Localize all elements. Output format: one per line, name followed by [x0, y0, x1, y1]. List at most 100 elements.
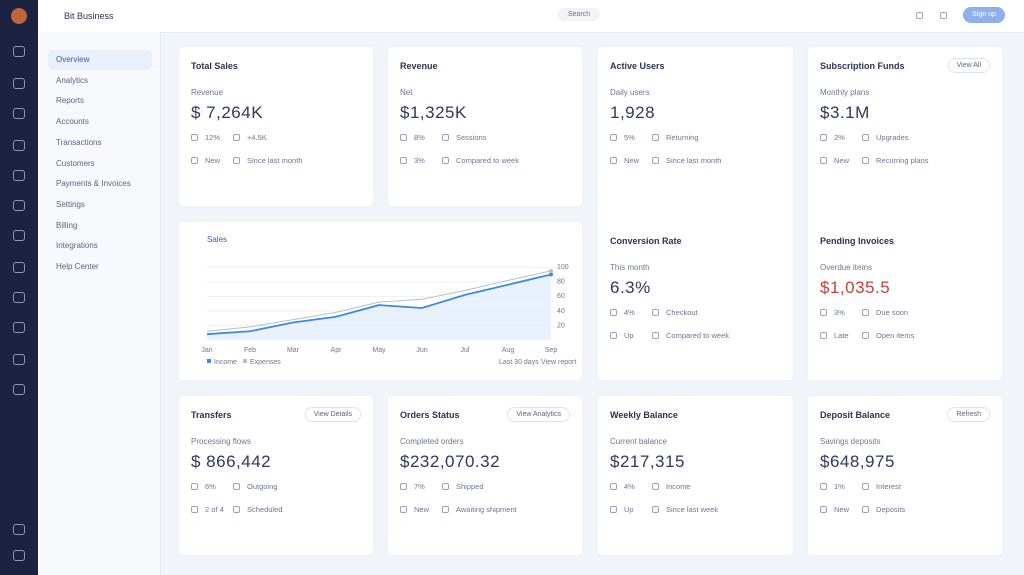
row-text: Compared to week — [456, 156, 519, 165]
x-tick-label: Aug — [502, 347, 515, 354]
nav-item[interactable]: Analytics — [56, 75, 89, 85]
nav-icon[interactable] — [13, 170, 25, 181]
card-subtitle: Current balance — [610, 437, 667, 446]
nav-icon[interactable] — [13, 524, 25, 535]
row-icon — [820, 483, 827, 490]
y-tick-label: 20 — [557, 322, 565, 329]
card-button[interactable]: View All — [947, 58, 990, 73]
nav-item[interactable]: Transactions — [56, 137, 102, 147]
row-icon — [400, 157, 407, 164]
row-icon — [610, 157, 617, 164]
nav-icon[interactable] — [13, 550, 25, 561]
row-label: Up — [624, 331, 634, 340]
row-icon — [442, 157, 449, 164]
row-text: Since last week — [666, 505, 719, 514]
row-icon — [820, 134, 827, 141]
button[interactable]: Sign up — [963, 7, 1005, 23]
y-tick-label: 40 — [557, 308, 565, 315]
top-bar: Bit Business Search Sign up — [38, 0, 1024, 33]
nav-icon[interactable] — [13, 354, 25, 365]
card-value: $648,975 — [820, 452, 895, 471]
nav-item[interactable]: Accounts — [56, 117, 89, 127]
y-tick-label: 100 — [557, 264, 569, 271]
x-tick-label: Jan — [201, 347, 212, 354]
x-tick-label: Jul — [461, 347, 470, 354]
row-icon — [442, 134, 449, 141]
row-icon — [862, 309, 869, 316]
row-label: 12% — [205, 133, 221, 142]
card-value: $217,315 — [610, 452, 685, 471]
row-text: Awaiting shipment — [456, 505, 517, 514]
row-icon — [400, 483, 407, 490]
nav-icon[interactable] — [13, 230, 25, 241]
row-icon — [191, 506, 198, 513]
row-icon — [862, 506, 869, 513]
row-label: 2 of 4 — [205, 505, 224, 514]
row-text: Checkout — [666, 308, 698, 317]
icon[interactable] — [940, 12, 947, 19]
row-text: Scheduled — [247, 505, 283, 514]
card — [808, 47, 1002, 380]
legend-swatch — [207, 359, 211, 363]
row-icon — [820, 157, 827, 164]
icon[interactable] — [916, 12, 923, 19]
nav-item[interactable]: Overview — [48, 50, 152, 70]
row-icon — [862, 332, 869, 339]
footer-link: Last 30 days — [499, 359, 539, 366]
row-label: 3% — [414, 156, 425, 165]
card-title: Pending Invoices — [820, 236, 895, 246]
row-icon — [652, 157, 659, 164]
row-icon — [652, 506, 659, 513]
app-title: Bit Business — [64, 11, 114, 21]
card-title: Total Sales — [191, 61, 238, 71]
nav-icon[interactable] — [13, 292, 25, 303]
nav-icon[interactable] — [13, 140, 25, 151]
card-button[interactable]: View Details — [304, 407, 361, 422]
nav-item[interactable]: Customers — [56, 158, 95, 168]
y-tick-label: 60 — [557, 293, 565, 300]
card-value: 1,928 — [610, 103, 656, 122]
nav-icon[interactable] — [13, 322, 25, 333]
card-title: Subscription Funds — [820, 61, 905, 71]
line — [206, 270, 552, 332]
y-tick-label: 80 — [557, 279, 565, 286]
nav-item[interactable]: Payments & Invoices — [56, 179, 131, 189]
card-button[interactable]: View Analytics — [507, 407, 570, 422]
row-label: 1% — [834, 482, 845, 491]
area — [207, 274, 551, 340]
nav-item[interactable]: Reports — [56, 96, 85, 106]
nav-icon[interactable] — [13, 46, 25, 57]
nav-icon[interactable] — [13, 384, 25, 395]
card — [808, 396, 1002, 555]
card-title: Orders Status — [400, 410, 460, 420]
search[interactable]: Search — [558, 8, 601, 21]
row-label: New — [834, 505, 850, 514]
row-label: Late — [834, 331, 849, 340]
card-value: $1,035.5 — [820, 278, 891, 297]
row-icon — [862, 134, 869, 141]
nav-item[interactable]: Billing — [56, 220, 78, 230]
row-icon — [652, 134, 659, 141]
nav-item[interactable]: Settings — [56, 199, 85, 209]
row-label: 7% — [414, 482, 425, 491]
row-icon — [652, 309, 659, 316]
nav-item[interactable]: Integrations — [56, 241, 98, 251]
row-icon — [191, 134, 198, 141]
nav-icon[interactable] — [13, 78, 25, 89]
chart-card: Sales 20 40 60 80 100 Jan Feb Mar Apr May Jun Jul Aug… — [179, 222, 582, 380]
row-icon — [400, 134, 407, 141]
card-button[interactable]: Refresh — [947, 407, 990, 422]
row-icon — [820, 309, 827, 316]
nav-icon[interactable] — [13, 200, 25, 211]
nav-item[interactable]: Help Center — [56, 262, 99, 271]
row-icon — [652, 483, 659, 490]
card — [179, 47, 373, 206]
row-text: +4.5K — [247, 133, 267, 142]
logo — [11, 8, 27, 24]
row-text: Returning — [666, 133, 699, 142]
card-title: Conversion Rate — [610, 236, 682, 246]
row-text: Recurring plans — [876, 156, 929, 165]
nav-icon[interactable] — [13, 108, 25, 119]
nav-icon[interactable] — [13, 262, 25, 273]
